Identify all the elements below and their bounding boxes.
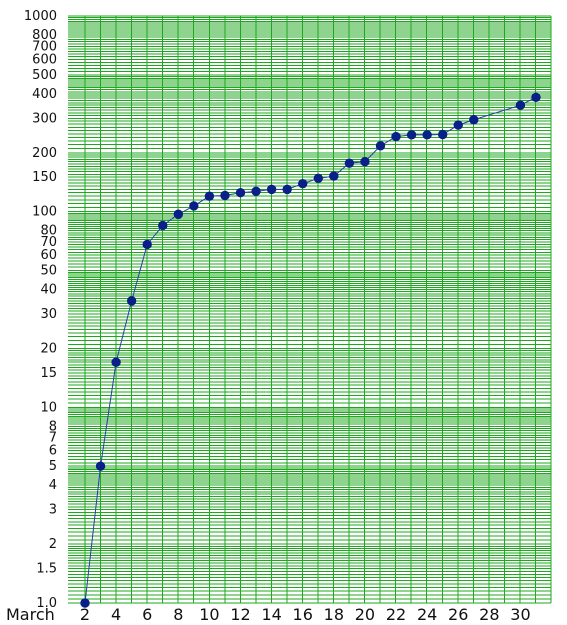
x-tick-label: 24 bbox=[417, 605, 437, 624]
x-tick-label: 2 bbox=[80, 605, 90, 624]
x-tick-label: 30 bbox=[510, 605, 530, 624]
data-point bbox=[531, 92, 541, 103]
y-tick-label: 800 bbox=[32, 28, 57, 43]
x-tick-label: 18 bbox=[324, 605, 344, 624]
data-point bbox=[391, 131, 401, 142]
x-tick-label: 26 bbox=[448, 605, 468, 624]
y-tick-label: 5 bbox=[49, 459, 57, 474]
data-point bbox=[422, 130, 432, 140]
series-layer bbox=[84, 96, 537, 604]
y-tick-label: 2 bbox=[49, 537, 57, 552]
x-tick-label: 10 bbox=[199, 605, 219, 624]
x-tick-label: 20 bbox=[355, 605, 375, 624]
x-tick-label: 4 bbox=[111, 605, 121, 624]
data-point bbox=[298, 178, 308, 189]
y-tick-label: 30 bbox=[40, 307, 57, 322]
y-tick-label: 1000 bbox=[24, 9, 57, 24]
x-tick-label: 16 bbox=[293, 605, 313, 624]
y-tick-label: 100 bbox=[32, 205, 57, 220]
data-point bbox=[142, 239, 152, 250]
y-tick-label: 600 bbox=[32, 52, 57, 67]
data-point bbox=[453, 120, 463, 130]
y-tick-label: 10 bbox=[40, 400, 57, 415]
data-point bbox=[126, 296, 137, 306]
data-point bbox=[329, 171, 339, 181]
y-tick-label: 20 bbox=[40, 341, 57, 356]
x-tick-label: 28 bbox=[479, 605, 499, 624]
data-point bbox=[313, 173, 323, 184]
data-point bbox=[360, 157, 370, 167]
y-tick-label: 400 bbox=[32, 87, 57, 102]
data-point bbox=[80, 598, 90, 608]
data-point bbox=[158, 220, 168, 231]
x-tick-label: 14 bbox=[261, 605, 281, 624]
x-tick-label: 8 bbox=[173, 605, 183, 624]
y-tick-label: 150 bbox=[32, 170, 57, 185]
x-tick-label: 22 bbox=[386, 605, 406, 624]
data-point bbox=[173, 209, 184, 219]
data-point bbox=[235, 188, 246, 198]
y-tick-label: 60 bbox=[40, 248, 57, 263]
y-tick-label: 700 bbox=[32, 39, 57, 54]
y-tick-label: 3 bbox=[49, 503, 57, 518]
y-tick-label: 50 bbox=[40, 264, 57, 279]
x-tick-label: 12 bbox=[230, 605, 250, 624]
y-tick-label: 4 bbox=[49, 478, 57, 493]
y-tick-label: 300 bbox=[32, 111, 57, 126]
data-point bbox=[437, 129, 448, 140]
y-tick-label: 6 bbox=[49, 444, 57, 459]
data-point bbox=[204, 191, 215, 201]
y-tick-label: 1.0 bbox=[36, 596, 57, 611]
y-tick-label: 7 bbox=[49, 431, 57, 446]
y-tick-label: 8 bbox=[49, 419, 57, 434]
y-tick-label: 15 bbox=[40, 366, 57, 381]
point-layer bbox=[80, 92, 541, 608]
data-point bbox=[220, 190, 230, 201]
y-tick-label: 1.5 bbox=[36, 562, 57, 577]
data-point bbox=[375, 141, 386, 151]
data-point bbox=[111, 357, 121, 367]
data-point bbox=[189, 201, 199, 211]
data-point bbox=[95, 461, 106, 471]
y-tick-label: 500 bbox=[32, 68, 57, 83]
y-tick-label: 70 bbox=[40, 235, 57, 250]
data-point bbox=[469, 115, 479, 125]
grid-layer bbox=[68, 15, 552, 604]
axis-label-layer: 1.01.52345678101520304050607080100150200… bbox=[6, 9, 531, 624]
y-tick-label: 200 bbox=[32, 146, 57, 161]
x-axis-label: March bbox=[6, 605, 55, 624]
data-point bbox=[515, 100, 526, 110]
y-tick-label: 40 bbox=[40, 283, 57, 298]
x-tick-label: 6 bbox=[142, 605, 152, 624]
data-point bbox=[282, 184, 292, 195]
data-point bbox=[344, 158, 355, 168]
series-line bbox=[84, 96, 537, 604]
y-tick-label: 80 bbox=[40, 224, 57, 239]
data-point bbox=[406, 130, 417, 140]
data-point bbox=[251, 186, 261, 197]
data-point bbox=[266, 184, 277, 195]
